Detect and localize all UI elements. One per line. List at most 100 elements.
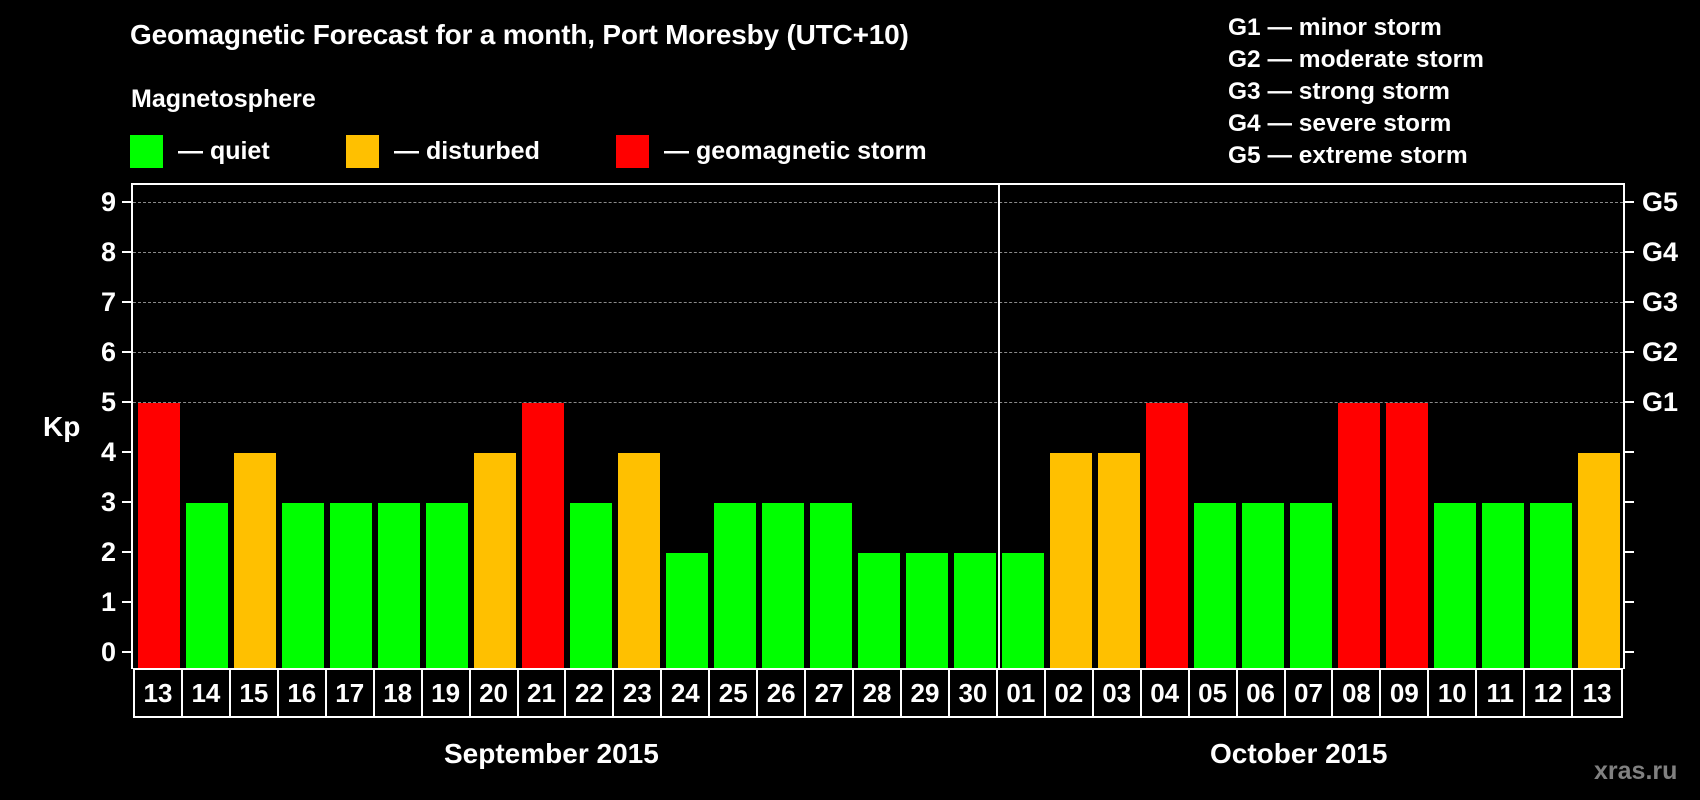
bar-quiet [1434,503,1476,668]
legend-item-quiet: — quiet [130,134,270,168]
storm-scale-g4: G4 — severe storm [1228,110,1452,137]
date-label: 13 [135,670,183,716]
bar-quiet [186,503,228,668]
gridline [133,202,1623,203]
date-label: 16 [279,670,327,716]
date-label: 13 [1582,677,1612,708]
y-tick-label: 2 [100,537,116,567]
right-tick-mark [1625,201,1634,203]
y-tick-mark [122,651,131,653]
month-divider [998,183,1000,669]
date-label: 22 [566,670,615,716]
bar-disturbed [1578,453,1620,668]
storm-scale-g2: G2 — moderate storm [1228,46,1484,73]
bar-quiet [378,503,420,668]
date-label: 20 [471,670,519,716]
y-axis-label: Kp [43,411,81,442]
date-label: 01 [998,670,1046,716]
y-tick-mark [122,451,131,453]
bar-quiet [282,503,324,668]
y-tick-label: 0 [100,637,116,667]
right-tick-mark [1625,251,1634,253]
bar-quiet [1482,503,1524,668]
date-label: 11 [1477,670,1526,716]
bar-disturbed [1050,453,1092,668]
right-tick-mark [1625,601,1634,603]
y-tick-mark [122,601,131,603]
bar-disturbed [234,453,276,668]
bar-quiet [570,503,612,668]
bar-storm [1146,403,1188,668]
date-label: 21 [519,670,567,716]
legend-label-disturbed: — disturbed [394,136,540,165]
month-label-october: October 2015 [1210,738,1388,769]
bar-quiet [954,553,996,668]
gridline [133,302,1623,303]
watermark: xras.ru [1594,757,1678,785]
date-label: 29 [902,670,950,716]
quiet-swatch [130,134,163,168]
date-label: 10 [1429,670,1478,716]
legend-item-storm: — geomagnetic storm [616,134,927,168]
bar-quiet [906,553,948,668]
bar-quiet [762,503,804,668]
date-label: 30 [950,670,998,716]
date-label: 17 [327,670,375,716]
date-label: 07 [1286,670,1334,716]
date-label: 24 [662,670,711,716]
date-label: 18 [375,670,423,716]
right-tick-mark [1625,651,1634,653]
y-tick-label: 8 [100,237,116,267]
bar-quiet [1194,503,1236,668]
y-tick-label: 3 [100,487,116,517]
date-label: 02 [1046,670,1094,716]
date-label: 23 [614,670,663,716]
bar-quiet [1530,503,1572,668]
storm-swatch [616,134,649,168]
bar-storm [522,403,564,668]
right-tick-mark [1625,551,1634,553]
plot-area [131,183,1625,669]
disturbed-swatch [346,134,379,168]
date-label: 03 [1094,670,1142,716]
y-tick-label: 9 [100,187,116,217]
month-label-september: September 2015 [444,738,659,769]
date-label: 14 [183,670,231,716]
gridline [133,402,1623,403]
y-tick-label: 1 [100,587,116,617]
date-label: 28 [854,670,902,716]
date-label: 15 [231,670,279,716]
bar-quiet [1290,503,1332,668]
right-tick-mark [1625,351,1634,353]
date-label: 27 [806,670,855,716]
storm-level-label: G5 [1642,187,1679,217]
right-tick-mark [1625,451,1634,453]
bar-disturbed [474,453,516,668]
date-label: 25 [710,670,759,716]
magnetosphere-legend-title: Magnetosphere [131,85,316,113]
bar-disturbed [1098,453,1140,668]
date-label: 08 [1333,670,1382,716]
bar-disturbed [618,453,660,668]
y-tick-mark [122,551,131,553]
storm-level-label: G4 [1642,237,1679,267]
storm-scale-g3: G3 — strong storm [1228,78,1450,105]
chart-title: Geomagnetic Forecast for a month, Port M… [130,19,909,50]
y-tick-mark [122,251,131,253]
right-tick-mark [1625,401,1634,403]
bar-quiet [426,503,468,668]
date-label: 12 [1525,670,1574,716]
legend-label-quiet: — quiet [178,136,270,165]
y-tick-label: 7 [100,287,116,317]
bar-quiet [858,553,900,668]
date-label: 04 [1142,670,1190,716]
date-axis: 13 14 15 16 17 18 19 20 21 22 23 24 25 26 27 28 29 30 01 02… [133,668,1623,718]
storm-level-label: G1 [1642,387,1679,417]
bar-quiet [1002,553,1044,668]
bar-storm [1386,403,1428,668]
date-label: 05 [1190,670,1238,716]
storm-level-label: G2 [1642,337,1679,367]
gridline [133,252,1623,253]
bar-quiet [330,503,372,668]
bar-storm [138,403,180,668]
